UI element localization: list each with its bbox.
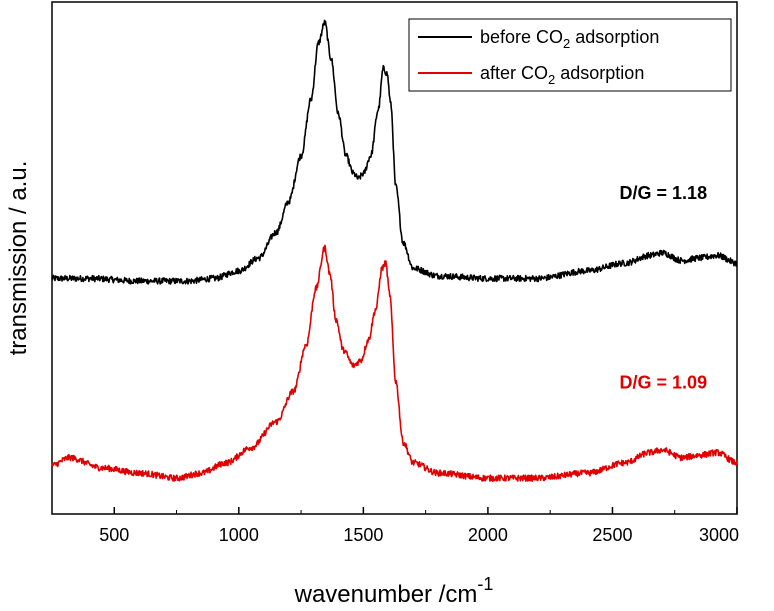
x-tick-label-1000: 1000 <box>219 525 259 545</box>
plot-frame <box>51 1 738 515</box>
series-line-after <box>51 244 738 482</box>
x-tick-label-500: 500 <box>99 525 129 545</box>
x-axis-title: wavenumber /cm-1 <box>294 574 494 608</box>
legend-label-before: before CO2 adsorption <box>480 27 659 51</box>
annotation-dg-after: D/G = 1.09 <box>620 373 708 393</box>
y-axis-title: transmission / a.u. <box>5 161 32 356</box>
legend: before CO2 adsorption after CO2 adsorpti… <box>408 18 732 92</box>
series-line-before <box>51 19 738 285</box>
annotation-dg-before: D/G = 1.18 <box>620 183 708 203</box>
series-layer <box>51 19 738 482</box>
x-ticks: 500 1000 1500 2000 2500 3000 <box>51 507 739 545</box>
x-tick-label-2500: 2500 <box>592 525 632 545</box>
legend-box <box>408 18 732 92</box>
legend-label-after: after CO2 adsorption <box>480 63 644 87</box>
x-tick-label-2000: 2000 <box>468 525 508 545</box>
x-tick-label-1500: 1500 <box>343 525 383 545</box>
x-tick-label-3000: 3000 <box>699 525 739 545</box>
